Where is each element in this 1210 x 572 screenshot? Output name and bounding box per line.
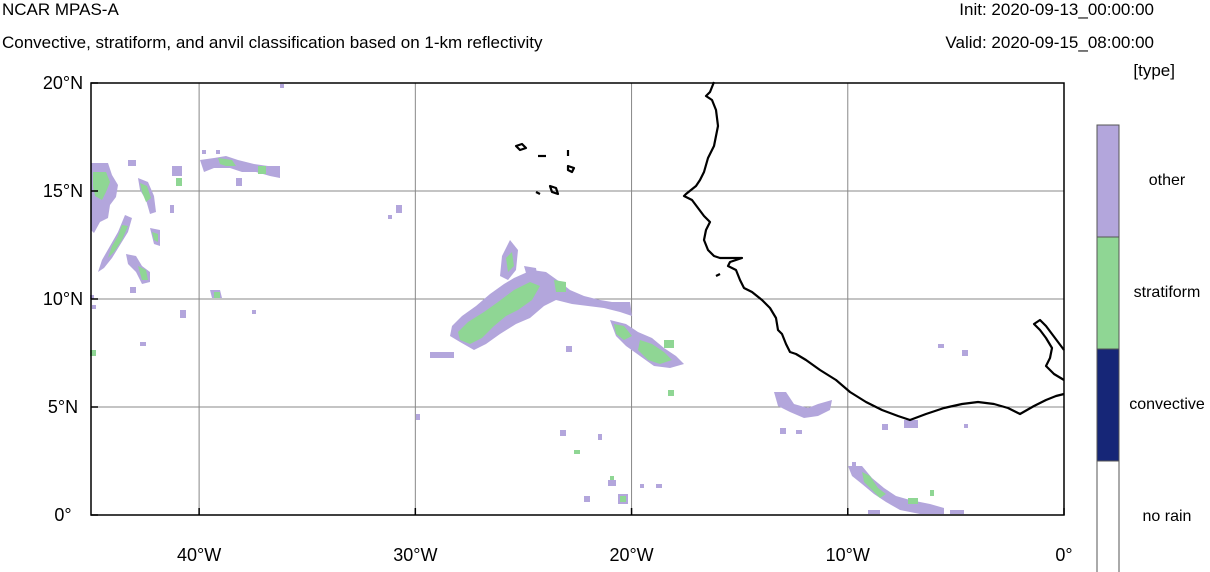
lon-tick-label: 40°W xyxy=(177,545,221,565)
lat-tick-label: 10°N xyxy=(43,289,83,309)
init-time-label: Init: 2020-09-13_00:00:00 xyxy=(959,0,1154,19)
colorbar-swatch-no-rain xyxy=(1096,460,1120,572)
figure-title: NCAR MPAS-A xyxy=(2,0,119,19)
lat-tick-label: 15°N xyxy=(43,181,83,201)
lon-tick-label: 0° xyxy=(1055,545,1072,565)
figure-subtitle: Convective, stratiform, and anvil classi… xyxy=(2,33,543,52)
valid-time-label: Valid: 2020-09-15_08:00:00 xyxy=(945,33,1154,52)
latitude-tick-labels: 20°N 15°N 10°N 5°N 0° xyxy=(43,73,98,525)
colorbar-label: convective xyxy=(1129,396,1205,413)
lat-tick-label: 5°N xyxy=(48,397,78,417)
lon-tick-label: 20°W xyxy=(609,545,653,565)
coastline xyxy=(514,81,1065,422)
colorbar-label: other xyxy=(1148,172,1186,189)
units-label: [type] xyxy=(1133,61,1175,80)
colorbar xyxy=(1096,124,1120,572)
lon-tick-label: 30°W xyxy=(393,545,437,565)
lat-tick-label: 0° xyxy=(54,505,71,525)
lon-tick-label: 10°W xyxy=(826,545,870,565)
precipitation-field xyxy=(90,84,968,514)
colorbar-label: stratiform xyxy=(1133,284,1201,301)
longitude-tick-labels: 40°W 30°W 20°W 10°W 0° xyxy=(177,508,1073,565)
colorbar-label: no rain xyxy=(1142,508,1192,525)
lat-tick-label: 20°N xyxy=(43,73,83,93)
